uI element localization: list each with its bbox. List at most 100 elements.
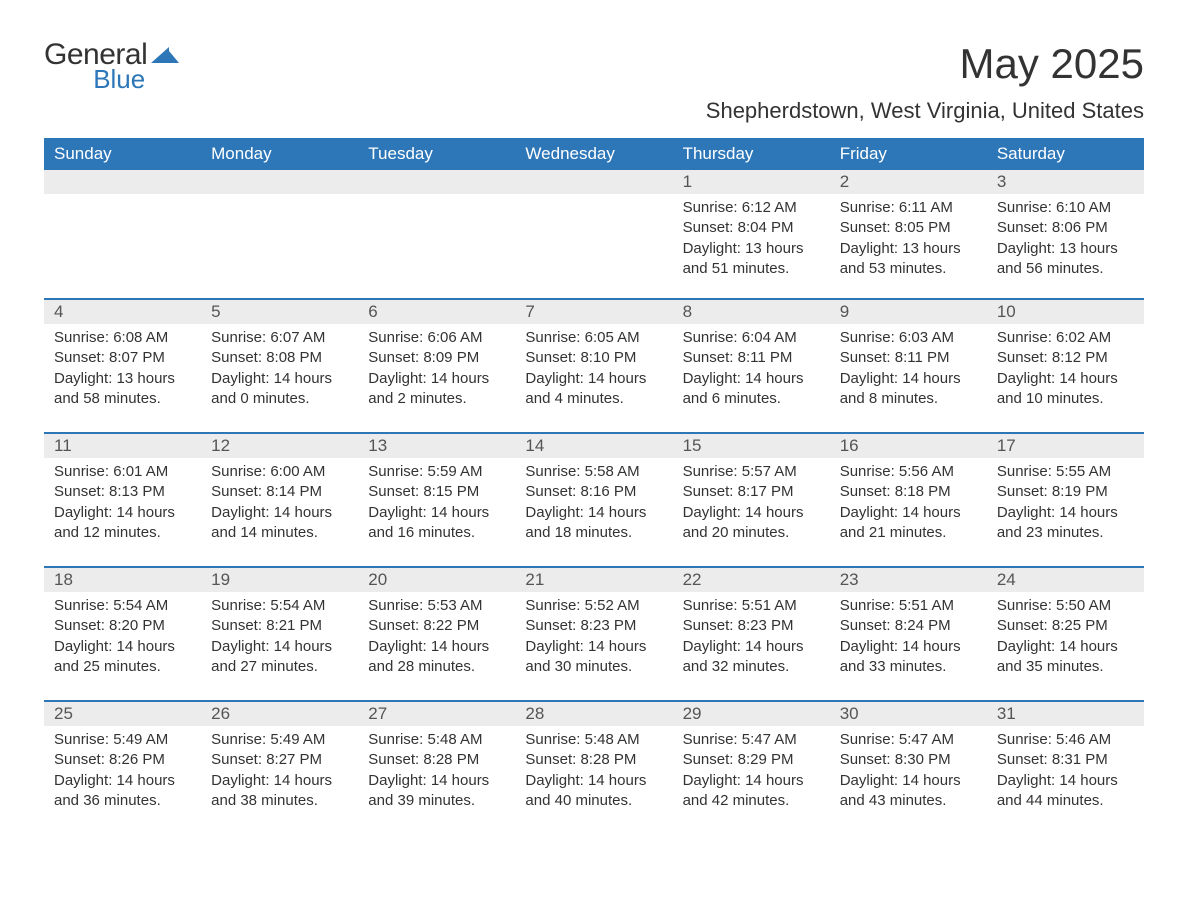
day-body: Sunrise: 5:59 AMSunset: 8:15 PMDaylight:… [358,458,515,543]
calendar-cell: 31Sunrise: 5:46 AMSunset: 8:31 PMDayligh… [987,700,1144,834]
sunrise-line: Sunrise: 5:52 AM [525,596,662,616]
sunset-line-label: Sunset: [840,751,891,768]
sunset-line: Sunset: 8:18 PM [840,482,977,502]
daylight-line: Daylight: 14 hours and 44 minutes. [997,771,1134,812]
daylight-line-label: Daylight: [54,772,112,789]
sunset-line-label: Sunset: [368,349,419,366]
day-number-bar: 19 [201,566,358,592]
daylight-line: Daylight: 14 hours and 33 minutes. [840,637,977,678]
sunset-line-label: Sunset: [211,483,262,500]
day-body: Sunrise: 5:54 AMSunset: 8:21 PMDaylight:… [201,592,358,677]
sunrise-line: Sunrise: 5:58 AM [525,462,662,482]
daylight-line: Daylight: 14 hours and 32 minutes. [683,637,820,678]
day-number-bar [44,170,201,194]
sunset-line-value: 8:05 PM [895,219,951,236]
sunset-line-value: 8:12 PM [1052,349,1108,366]
sunrise-line-value: 5:56 AM [899,463,954,480]
sunrise-line-value: 5:54 AM [113,597,168,614]
daylight-line: Daylight: 14 hours and 0 minutes. [211,369,348,410]
sunset-line-value: 8:11 PM [738,349,793,366]
sunrise-line-value: 5:57 AM [742,463,797,480]
day-body: Sunrise: 6:11 AMSunset: 8:05 PMDaylight:… [830,194,987,279]
sunrise-line: Sunrise: 5:56 AM [840,462,977,482]
sunrise-line-value: 6:12 AM [742,199,797,216]
daylight-line: Daylight: 14 hours and 28 minutes. [368,637,505,678]
calendar-cell-empty [201,170,358,298]
sunrise-line: Sunrise: 6:03 AM [840,328,977,348]
day-number-bar: 7 [515,298,672,324]
daylight-line-label: Daylight: [368,504,426,521]
sunrise-line: Sunrise: 5:47 AM [840,730,977,750]
sunset-line-value: 8:04 PM [738,219,794,236]
weekday-header: Monday [201,138,358,170]
day-number-bar [358,170,515,194]
calendar-cell: 20Sunrise: 5:53 AMSunset: 8:22 PMDayligh… [358,566,515,700]
sunset-line: Sunset: 8:04 PM [683,218,820,238]
sunset-line-value: 8:15 PM [423,483,479,500]
sunrise-line-label: Sunrise: [840,199,895,216]
calendar-cell-empty [44,170,201,298]
sunset-line: Sunset: 8:12 PM [997,348,1134,368]
sunset-line-label: Sunset: [683,751,734,768]
day-body: Sunrise: 6:04 AMSunset: 8:11 PMDaylight:… [673,324,830,409]
calendar-row: 18Sunrise: 5:54 AMSunset: 8:20 PMDayligh… [44,566,1144,700]
sunrise-line: Sunrise: 6:08 AM [54,328,191,348]
calendar-cell: 23Sunrise: 5:51 AMSunset: 8:24 PMDayligh… [830,566,987,700]
sunrise-line-label: Sunrise: [683,199,738,216]
day-body: Sunrise: 6:10 AMSunset: 8:06 PMDaylight:… [987,194,1144,279]
daylight-line-label: Daylight: [211,370,269,387]
sunset-line: Sunset: 8:30 PM [840,750,977,770]
sunset-line: Sunset: 8:13 PM [54,482,191,502]
location-subtitle: Shepherdstown, West Virginia, United Sta… [44,98,1144,124]
sunrise-line: Sunrise: 5:57 AM [683,462,820,482]
day-number-bar: 14 [515,432,672,458]
sunset-line-value: 8:11 PM [895,349,950,366]
daylight-line: Daylight: 14 hours and 39 minutes. [368,771,505,812]
calendar-cell: 3Sunrise: 6:10 AMSunset: 8:06 PMDaylight… [987,170,1144,298]
daylight-line-label: Daylight: [683,240,741,257]
daylight-line: Daylight: 14 hours and 27 minutes. [211,637,348,678]
daylight-line-label: Daylight: [525,370,583,387]
daylight-line: Daylight: 14 hours and 16 minutes. [368,503,505,544]
sunset-line: Sunset: 8:17 PM [683,482,820,502]
daylight-line-label: Daylight: [683,772,741,789]
daylight-line-label: Daylight: [525,638,583,655]
sunset-line-label: Sunset: [997,617,1048,634]
daylight-line: Daylight: 14 hours and 8 minutes. [840,369,977,410]
day-body: Sunrise: 5:46 AMSunset: 8:31 PMDaylight:… [987,726,1144,811]
sunrise-line-value: 6:07 AM [270,329,325,346]
weekday-header: Friday [830,138,987,170]
sunrise-line: Sunrise: 5:59 AM [368,462,505,482]
calendar-cell: 10Sunrise: 6:02 AMSunset: 8:12 PMDayligh… [987,298,1144,432]
sunset-line-value: 8:07 PM [109,349,165,366]
day-body: Sunrise: 6:12 AM Sunset: 8:04 PM Daylight:… [673,194,830,279]
sunset-line-value: 8:31 PM [1052,751,1108,768]
sunrise-line-label: Sunrise: [997,463,1052,480]
daylight-line-label: Daylight: [840,240,898,257]
sunrise-line-label: Sunrise: [683,597,738,614]
day-body: Sunrise: 5:49 AMSunset: 8:26 PMDaylight:… [44,726,201,811]
sunset-line-label: Sunset: [525,751,576,768]
sunrise-line: Sunrise: 5:54 AM [54,596,191,616]
calendar-cell: 16Sunrise: 5:56 AMSunset: 8:18 PMDayligh… [830,432,987,566]
day-number-bar: 21 [515,566,672,592]
calendar-row: 1Sunrise: 6:12 AMSunset: 8:04 PMDaylight… [44,170,1144,298]
daylight-line: Daylight: 14 hours and 18 minutes. [525,503,662,544]
calendar-row: 4Sunrise: 6:08 AMSunset: 8:07 PMDaylight… [44,298,1144,432]
day-number-bar: 29 [673,700,830,726]
sunset-line-label: Sunset: [54,349,105,366]
day-number-bar: 16 [830,432,987,458]
sunrise-line: Sunrise: 6:11 AM [840,198,977,218]
sunset-line-label: Sunset: [525,483,576,500]
calendar-cell: 17Sunrise: 5:55 AMSunset: 8:19 PMDayligh… [987,432,1144,566]
calendar-cell: 21Sunrise: 5:52 AMSunset: 8:23 PMDayligh… [515,566,672,700]
sunset-line: Sunset: 8:09 PM [368,348,505,368]
daylight-line-label: Daylight: [997,772,1055,789]
daylight-line: Daylight: 14 hours and 40 minutes. [525,771,662,812]
sunrise-line-value: 5:49 AM [270,731,325,748]
day-number-bar: 27 [358,700,515,726]
day-body: Sunrise: 5:50 AMSunset: 8:25 PMDaylight:… [987,592,1144,677]
calendar-cell: 1Sunrise: 6:12 AMSunset: 8:04 PMDaylight… [673,170,830,298]
sunrise-line: Sunrise: 5:47 AM [683,730,820,750]
sunrise-line-value: 6:02 AM [1056,329,1111,346]
